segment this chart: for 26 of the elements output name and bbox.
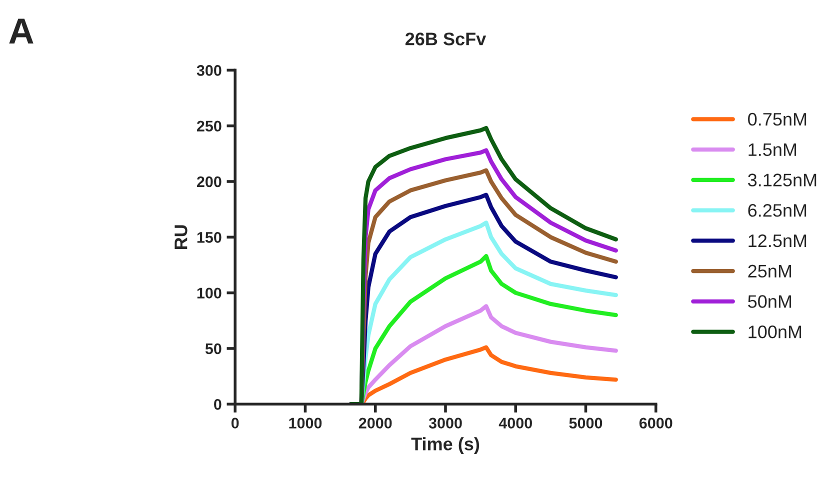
x-tick-label: 2000	[358, 418, 392, 429]
legend-label: 25nM	[748, 264, 792, 278]
x-axis-title: Time (s)	[411, 437, 480, 454]
y-tick-label: 150	[197, 232, 222, 243]
text: A	[9, 18, 34, 44]
x-tick-label: 5000	[569, 418, 602, 429]
y-tick-label: 200	[196, 176, 222, 188]
x-tick-label: 0	[231, 418, 239, 429]
legend-label: 3.125nM	[748, 174, 816, 186]
x-tick-label: 6000	[639, 418, 672, 429]
legend-label: 100nM	[748, 326, 802, 338]
legend-label: 6.25nM	[748, 204, 806, 217]
legend-label: 50nM	[748, 295, 792, 308]
y-tick-label: 300	[196, 65, 222, 76]
legend-label: 0.75nM	[748, 112, 806, 126]
legend-label: 12.5nM	[748, 234, 806, 248]
chart-title: 26B ScFv	[405, 32, 486, 46]
y-tick-label: 50	[205, 343, 222, 354]
x-tick-label: 1000	[289, 418, 322, 429]
x-tick-label: 4000	[498, 418, 532, 429]
legend-label: 1.5nM	[748, 143, 796, 156]
y-axis-title: RU	[174, 225, 188, 249]
y-tick-label: 0	[214, 399, 222, 410]
y-tick-label: 250	[196, 120, 222, 132]
x-tick-label: 3000	[428, 418, 462, 429]
y-tick-label: 100	[197, 288, 222, 299]
